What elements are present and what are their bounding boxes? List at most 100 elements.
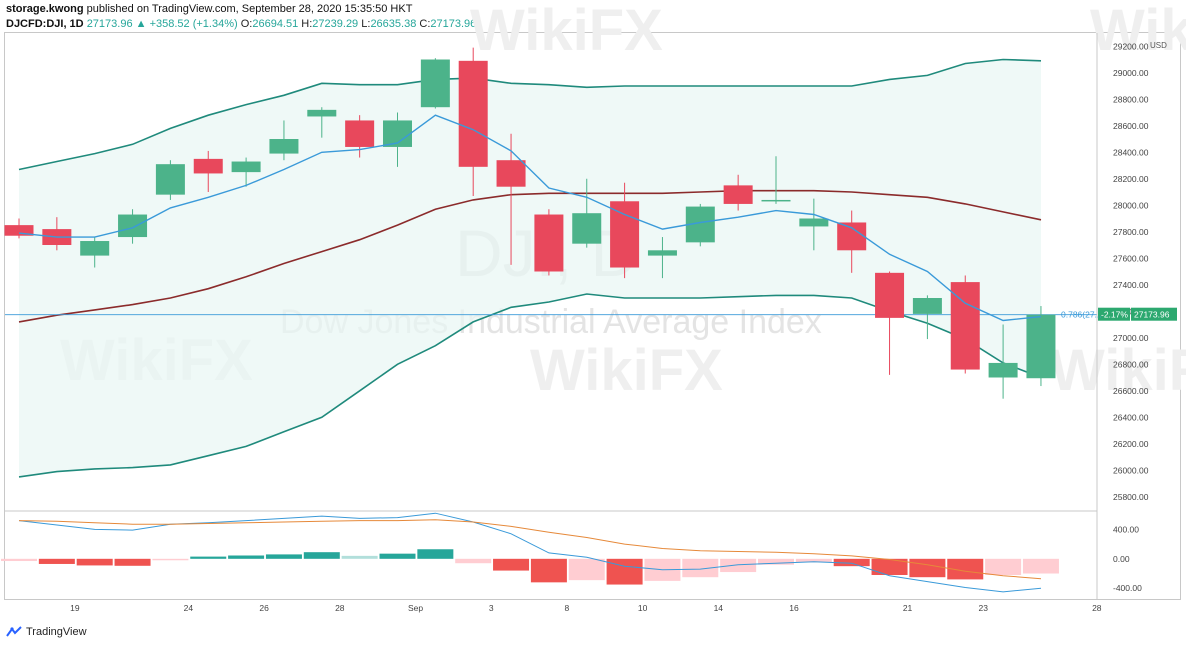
candle-body[interactable] bbox=[647, 250, 677, 256]
price-tick-label: 27600.00 bbox=[1113, 253, 1149, 263]
author-name[interactable]: storage.kwong bbox=[6, 3, 84, 15]
macd-line bbox=[18, 512, 1042, 593]
candle-body[interactable] bbox=[118, 214, 148, 238]
macd-tick-label: 0.00 bbox=[1113, 554, 1130, 564]
price-tick-label: 26600.00 bbox=[1113, 386, 1149, 396]
candle-body[interactable] bbox=[761, 199, 791, 202]
candle[interactable] bbox=[988, 324, 1018, 399]
candle-body[interactable] bbox=[912, 298, 942, 314]
low-value: 26635.38 bbox=[370, 18, 417, 30]
candle[interactable] bbox=[685, 203, 715, 247]
high-value: 27239.29 bbox=[312, 18, 359, 30]
candle-body[interactable] bbox=[155, 164, 185, 195]
candle[interactable] bbox=[534, 209, 564, 276]
candle[interactable] bbox=[912, 295, 942, 340]
candle[interactable] bbox=[950, 275, 980, 374]
publish-text: published on TradingView.com, September … bbox=[83, 3, 413, 15]
candle[interactable] bbox=[307, 107, 337, 138]
candle[interactable] bbox=[155, 160, 185, 200]
candle-body[interactable] bbox=[420, 59, 450, 108]
candle-body[interactable] bbox=[837, 222, 867, 251]
publish-info: storage.kwong published on TradingView.c… bbox=[6, 2, 412, 17]
price-tick-label: 28000.00 bbox=[1113, 200, 1149, 210]
candle-body[interactable] bbox=[534, 214, 564, 272]
macd-histogram-bar bbox=[1022, 558, 1059, 574]
price-tick-label: 29000.00 bbox=[1113, 68, 1149, 78]
time-axis[interactable]: 19 24 26 28 Sep 3 8 10 14 16 21 23 28 bbox=[70, 603, 1102, 613]
fib-level-label: 0.786(27... bbox=[1061, 310, 1102, 320]
price-tick-label: 26400.00 bbox=[1113, 412, 1149, 422]
macd-histogram-bar bbox=[833, 558, 870, 567]
candle-body[interactable] bbox=[950, 282, 980, 370]
candle[interactable] bbox=[1026, 306, 1056, 387]
date-tick-label: 3 bbox=[489, 603, 494, 613]
candle-body[interactable] bbox=[307, 109, 337, 117]
ohlc-legend: DJCFD:DJI, 1D 27173.96 ▲ +358.52 (+1.34%… bbox=[6, 17, 476, 31]
date-tick-label: Sep bbox=[408, 603, 423, 613]
date-tick-label: 24 bbox=[184, 603, 194, 613]
open-value: 26694.51 bbox=[252, 18, 299, 30]
macd-histogram-bar bbox=[795, 558, 832, 563]
candle-body[interactable] bbox=[496, 160, 526, 187]
macd-histogram-bar bbox=[303, 552, 340, 559]
candle[interactable] bbox=[420, 58, 450, 109]
date-tick-label: 28 bbox=[1092, 603, 1102, 613]
macd-histogram-bar bbox=[379, 553, 416, 559]
chart-frame[interactable] bbox=[4, 32, 1181, 600]
candle-body[interactable] bbox=[4, 225, 34, 236]
macd-histogram-bar bbox=[871, 558, 908, 575]
candle[interactable] bbox=[761, 156, 791, 204]
candle-body[interactable] bbox=[799, 218, 829, 227]
change-value: ▲ +358.52 (+1.34%) bbox=[135, 18, 238, 30]
candle[interactable] bbox=[496, 133, 526, 265]
candle-body[interactable] bbox=[1026, 314, 1056, 379]
date-tick-label: 8 bbox=[565, 603, 570, 613]
macd-histogram-bar bbox=[341, 555, 378, 559]
tradingview-footer[interactable]: TradingView bbox=[6, 626, 87, 638]
price-tick-label: 27000.00 bbox=[1113, 333, 1149, 343]
candle[interactable] bbox=[193, 150, 223, 192]
macd-pane[interactable]: 400.00 0.00 -400.00 bbox=[1, 510, 1142, 593]
candle[interactable] bbox=[345, 115, 375, 158]
candle-body[interactable] bbox=[345, 120, 375, 147]
candle[interactable] bbox=[118, 209, 148, 244]
candle-body[interactable] bbox=[80, 241, 110, 256]
date-tick-label: 19 bbox=[70, 603, 80, 613]
candle-body[interactable] bbox=[610, 201, 640, 268]
candle[interactable] bbox=[647, 237, 677, 279]
close-value-2: 27173.96 bbox=[430, 18, 477, 30]
tradingview-logo-icon bbox=[6, 626, 22, 637]
candle[interactable] bbox=[269, 120, 299, 161]
candle[interactable] bbox=[799, 198, 829, 251]
date-tick-label: 23 bbox=[979, 603, 989, 613]
candle[interactable] bbox=[610, 182, 640, 279]
candle-body[interactable] bbox=[193, 158, 223, 174]
candle[interactable] bbox=[723, 174, 753, 211]
candle[interactable] bbox=[875, 271, 905, 375]
candle[interactable] bbox=[80, 237, 110, 268]
candle[interactable] bbox=[4, 218, 34, 239]
candle-body[interactable] bbox=[572, 213, 602, 244]
price-axis[interactable]: USD 25800.00 26000.00 26200.00 26400.00 26600… bbox=[1061, 33, 1177, 600]
candle-body[interactable] bbox=[458, 60, 488, 167]
symbol-label[interactable]: DJCFD:DJI, 1D bbox=[6, 18, 84, 30]
high-label: H: bbox=[301, 18, 313, 30]
last-price-label: 27173.96 bbox=[1134, 310, 1170, 320]
macd-histogram-bar bbox=[909, 558, 946, 578]
candle-body[interactable] bbox=[269, 139, 299, 154]
moving-average-line bbox=[18, 114, 1042, 322]
macd-histogram-bar bbox=[76, 558, 113, 566]
wikifx-watermark-3: WikiFX bbox=[530, 338, 723, 403]
macd-histogram-bar bbox=[455, 558, 492, 564]
macd-histogram-bar bbox=[38, 558, 75, 564]
candle-body[interactable] bbox=[231, 161, 261, 173]
candle-body[interactable] bbox=[875, 272, 905, 318]
candles[interactable] bbox=[4, 47, 1056, 399]
price-tick-label: 28600.00 bbox=[1113, 121, 1149, 131]
candle[interactable] bbox=[572, 178, 602, 248]
candle-body[interactable] bbox=[723, 185, 753, 204]
candle[interactable] bbox=[231, 157, 261, 187]
candle[interactable] bbox=[458, 47, 488, 196]
candle-body[interactable] bbox=[988, 362, 1018, 378]
